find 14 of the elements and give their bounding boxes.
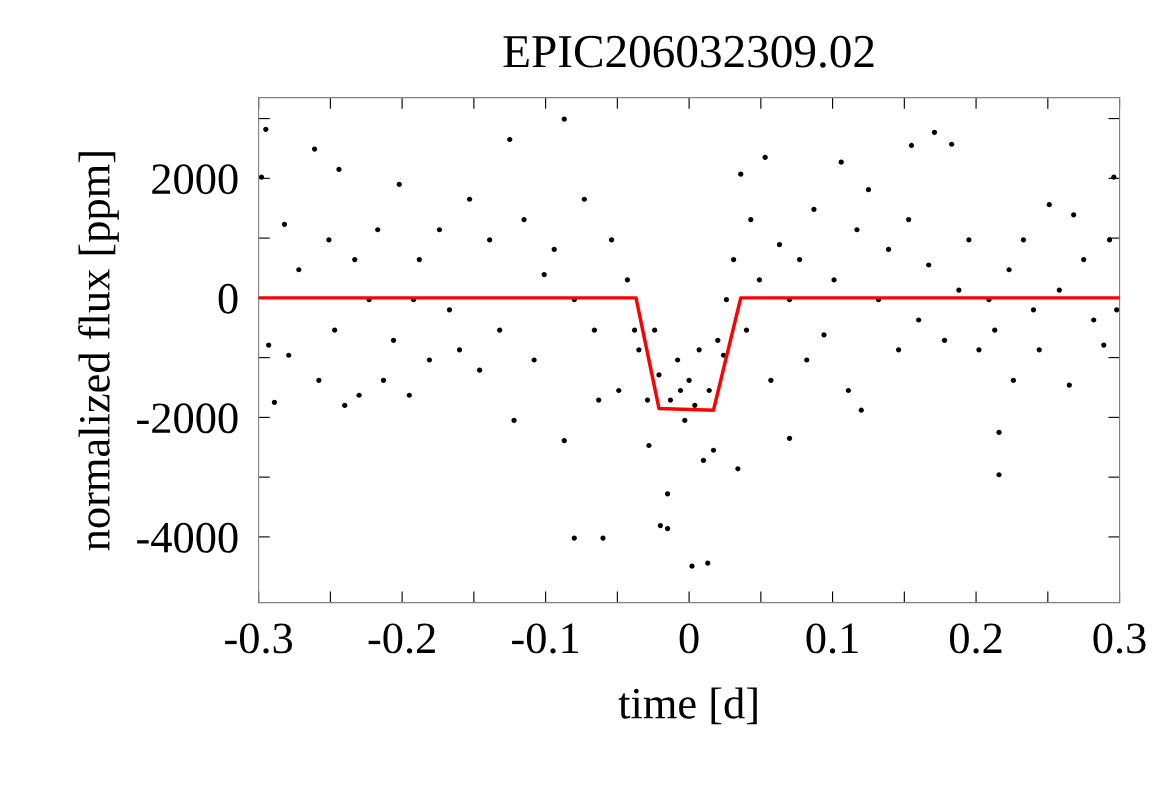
x-axis-title: time [d] [618,687,757,725]
x-tick-label: -0.2 [368,623,435,654]
x-tick-label: 0.3 [1093,623,1146,654]
y-axis-title: normalized flux [ppm] [78,152,119,551]
x-tick-label: 0.1 [806,623,858,654]
x-tick-label: -0.3 [225,623,293,654]
y-tick-label: -4000 [137,522,238,553]
x-tick-label: 0.2 [949,623,1002,654]
x-tick-label: 0 [679,623,699,654]
y-tick-label: 0 [218,283,238,314]
y-tick-label: -2000 [137,403,238,434]
chart-title: EPIC206032309.02 [503,35,874,68]
y-tick-label: 2000 [152,164,238,195]
x-tick-label: -0.1 [512,623,579,654]
